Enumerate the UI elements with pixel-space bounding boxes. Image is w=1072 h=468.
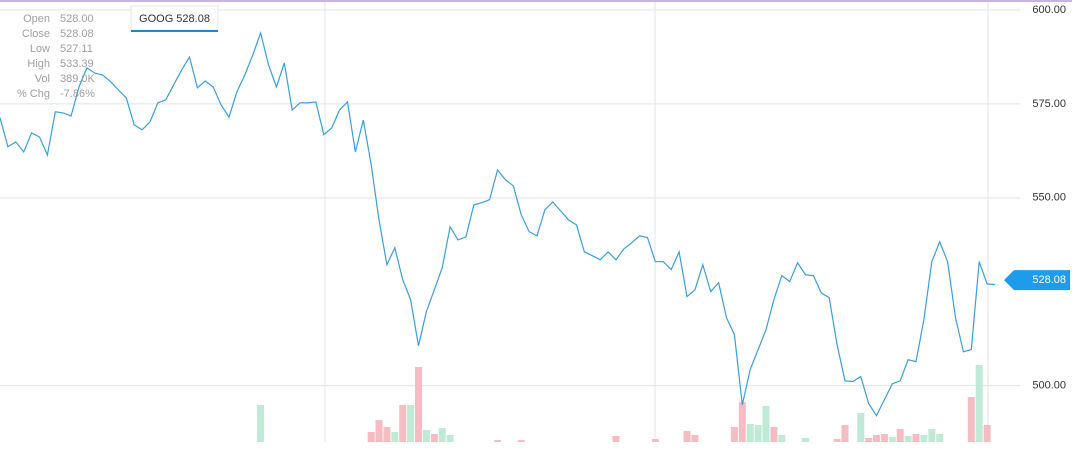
y-tick-label: 575.00 [1032,98,1066,110]
volume-bar [762,406,770,442]
info-label: Close [22,28,50,40]
volume-bar [912,434,920,442]
volume-bar [975,365,983,442]
volume-bar [612,436,620,442]
volume-bar [904,436,912,442]
volume-bar [415,367,423,442]
volume-bar [880,434,888,442]
volume-bar [801,438,809,442]
volume-bar [494,440,501,442]
volume-bar [896,429,904,442]
y-tick-label: 500.00 [1032,380,1066,392]
info-panel: Open 528.00 Close 528.08 Low 527.11 High 533.39… [17,13,96,100]
tab-label: GOOG 528.08 [139,13,210,25]
volume-bar [683,431,691,442]
volume-bar [967,397,975,442]
plot [0,30,996,417]
volume-bar [778,435,786,442]
info-value: 389.0K [60,73,96,85]
top-border [0,0,1072,2]
volume-bar [407,405,415,442]
info-value: 527.11 [60,43,93,55]
info-value: 528.00 [60,13,94,25]
y-tick-label: 550.00 [1032,192,1066,204]
volume-bar [691,435,699,442]
info-label: Low [30,43,50,55]
volume-bar [983,425,991,442]
info-value: 528.08 [60,28,94,40]
info-label: Vol [35,73,50,85]
volume-bar [517,440,525,442]
volume-bar [430,434,438,442]
price-tag: 528.08 [1004,270,1070,291]
price-line [0,30,996,417]
volume-bar [730,427,738,442]
volume-bar [738,402,746,442]
volume-bar [920,435,928,442]
volume-bar [754,425,762,442]
info-value: 533.39 [60,58,94,70]
volume-bar [257,405,265,442]
volume [257,365,991,442]
volume-bar [367,432,375,442]
volume-bar [857,413,865,442]
price-tag-label: 528.08 [1032,274,1066,286]
volume-bar [438,428,446,442]
info-value: -7.86% [60,88,95,100]
y-tick-label: 600.00 [1032,4,1066,16]
volume-bar [651,439,659,442]
volume-bar [936,434,944,442]
price-tag-shape [1004,270,1070,291]
volume-bar [865,438,873,442]
volume-bar [446,435,454,442]
tab-box [130,5,219,31]
volume-bar [770,427,778,442]
volume-bar [375,420,383,442]
info-label: Open [23,13,50,25]
volume-bar [399,405,407,442]
symbol-tab[interactable]: GOOG 528.08 [130,5,219,32]
volume-bar [928,429,936,442]
volume-bar [422,430,430,442]
volume-bar [746,424,754,442]
volume-bar [391,432,399,442]
volume-bar [873,435,881,442]
volume-bar [841,425,849,442]
volume-bar [888,437,896,442]
volume-bar [383,427,391,442]
volume-bar [833,439,841,442]
info-label: % Chg [17,88,50,100]
info-label: High [27,58,50,70]
